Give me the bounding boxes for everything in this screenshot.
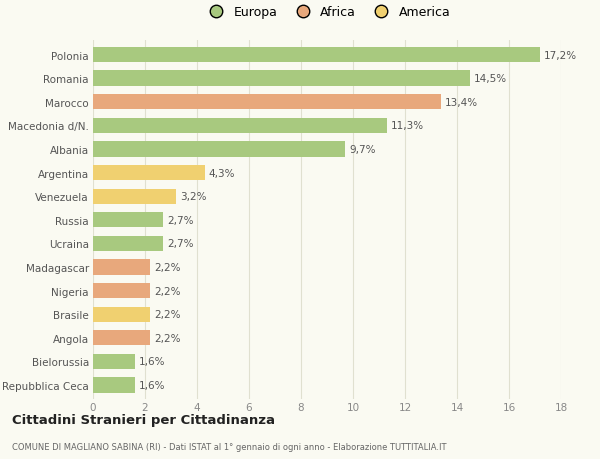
Text: 2,2%: 2,2% <box>154 263 181 273</box>
Text: 2,2%: 2,2% <box>154 333 181 343</box>
Bar <box>93 354 134 369</box>
Text: 14,5%: 14,5% <box>474 74 507 84</box>
Text: 4,3%: 4,3% <box>209 168 235 178</box>
Bar <box>93 307 150 322</box>
Bar <box>93 166 205 181</box>
Text: 2,2%: 2,2% <box>154 286 181 296</box>
Bar <box>93 236 163 252</box>
Bar <box>93 283 150 299</box>
Legend: Europa, Africa, America: Europa, Africa, America <box>204 6 450 19</box>
Text: 17,2%: 17,2% <box>544 50 577 61</box>
Text: COMUNE DI MAGLIANO SABINA (RI) - Dati ISTAT al 1° gennaio di ogni anno - Elabora: COMUNE DI MAGLIANO SABINA (RI) - Dati IS… <box>12 442 446 451</box>
Text: 1,6%: 1,6% <box>139 357 165 367</box>
Bar <box>93 48 540 63</box>
Text: 3,2%: 3,2% <box>180 192 206 202</box>
Bar <box>93 330 150 346</box>
Bar <box>93 71 470 87</box>
Bar <box>93 95 442 110</box>
Bar <box>93 260 150 275</box>
Bar <box>93 142 345 157</box>
Text: 1,6%: 1,6% <box>139 380 165 390</box>
Bar <box>93 213 163 228</box>
Text: 2,2%: 2,2% <box>154 309 181 319</box>
Text: Cittadini Stranieri per Cittadinanza: Cittadini Stranieri per Cittadinanza <box>12 413 275 426</box>
Text: 11,3%: 11,3% <box>391 121 424 131</box>
Text: 2,7%: 2,7% <box>167 239 194 249</box>
Text: 2,7%: 2,7% <box>167 215 194 225</box>
Text: 9,7%: 9,7% <box>349 145 376 155</box>
Bar <box>93 118 387 134</box>
Text: 13,4%: 13,4% <box>445 98 478 107</box>
Bar <box>93 189 176 204</box>
Bar <box>93 378 134 393</box>
